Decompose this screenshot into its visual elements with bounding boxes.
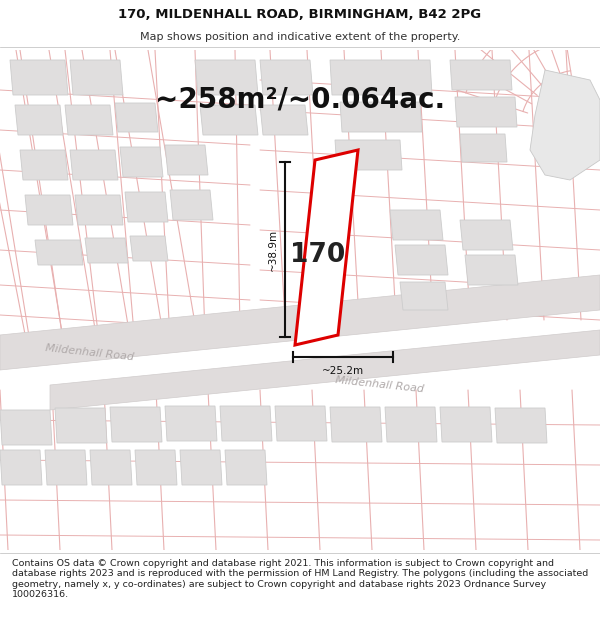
Polygon shape <box>220 406 272 441</box>
Polygon shape <box>10 60 68 95</box>
Polygon shape <box>180 450 222 485</box>
Polygon shape <box>295 150 358 345</box>
Polygon shape <box>70 150 118 180</box>
Polygon shape <box>170 190 213 220</box>
Text: ~25.2m: ~25.2m <box>322 366 364 376</box>
Polygon shape <box>275 406 327 441</box>
Polygon shape <box>225 450 267 485</box>
Polygon shape <box>110 407 162 442</box>
Polygon shape <box>335 140 402 170</box>
Polygon shape <box>260 105 308 135</box>
Polygon shape <box>330 60 432 95</box>
Polygon shape <box>395 245 448 275</box>
Polygon shape <box>165 145 208 175</box>
Polygon shape <box>0 275 600 370</box>
Polygon shape <box>65 105 113 135</box>
Polygon shape <box>465 255 518 285</box>
Polygon shape <box>20 150 68 180</box>
Polygon shape <box>50 330 600 410</box>
Polygon shape <box>90 450 132 485</box>
Polygon shape <box>135 450 177 485</box>
Text: Mildenhall Road: Mildenhall Road <box>335 376 425 394</box>
Polygon shape <box>0 450 42 485</box>
Polygon shape <box>530 70 600 180</box>
Polygon shape <box>85 238 128 263</box>
Polygon shape <box>200 105 258 135</box>
Polygon shape <box>450 60 512 90</box>
Polygon shape <box>55 408 107 443</box>
Text: Mildenhall Road: Mildenhall Road <box>45 343 135 362</box>
Polygon shape <box>15 105 63 135</box>
Polygon shape <box>165 406 217 441</box>
Polygon shape <box>460 134 507 162</box>
Polygon shape <box>130 236 168 261</box>
Polygon shape <box>455 97 517 127</box>
Polygon shape <box>115 103 158 132</box>
Polygon shape <box>120 147 163 177</box>
Text: 170: 170 <box>290 242 346 268</box>
Polygon shape <box>70 60 123 95</box>
Polygon shape <box>125 192 168 222</box>
Polygon shape <box>75 195 123 225</box>
Polygon shape <box>330 407 382 442</box>
Polygon shape <box>195 60 258 95</box>
Polygon shape <box>390 210 443 240</box>
Text: ~258m²/~0.064ac.: ~258m²/~0.064ac. <box>155 86 445 114</box>
Polygon shape <box>495 408 547 443</box>
Polygon shape <box>25 195 73 225</box>
Text: Contains OS data © Crown copyright and database right 2021. This information is : Contains OS data © Crown copyright and d… <box>12 559 588 599</box>
Polygon shape <box>385 407 437 442</box>
Polygon shape <box>400 282 448 310</box>
Polygon shape <box>460 220 513 250</box>
Polygon shape <box>35 240 83 265</box>
Text: Map shows position and indicative extent of the property.: Map shows position and indicative extent… <box>140 32 460 43</box>
Polygon shape <box>440 407 492 442</box>
Polygon shape <box>340 102 422 132</box>
Text: ~38.9m: ~38.9m <box>268 228 278 271</box>
Polygon shape <box>45 450 87 485</box>
Text: 170, MILDENHALL ROAD, BIRMINGHAM, B42 2PG: 170, MILDENHALL ROAD, BIRMINGHAM, B42 2P… <box>118 8 482 21</box>
Polygon shape <box>0 410 52 445</box>
Polygon shape <box>260 60 313 95</box>
